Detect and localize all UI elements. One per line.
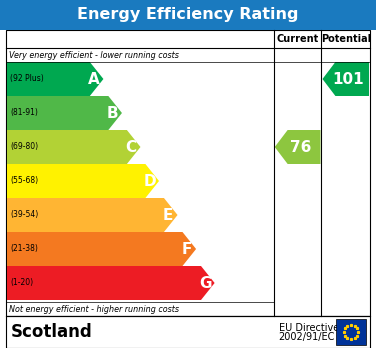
Text: 2002/91/EC: 2002/91/EC bbox=[279, 332, 335, 342]
Polygon shape bbox=[7, 130, 141, 164]
Polygon shape bbox=[275, 130, 320, 164]
Text: (21-38): (21-38) bbox=[10, 245, 38, 253]
Text: Not energy efficient - higher running costs: Not energy efficient - higher running co… bbox=[9, 304, 179, 314]
Polygon shape bbox=[7, 62, 103, 96]
Polygon shape bbox=[7, 232, 196, 266]
Text: E: E bbox=[163, 207, 173, 222]
Polygon shape bbox=[7, 164, 159, 198]
Text: A: A bbox=[88, 71, 100, 87]
Polygon shape bbox=[7, 96, 122, 130]
Polygon shape bbox=[7, 266, 215, 300]
Polygon shape bbox=[7, 198, 177, 232]
Bar bbox=[6, 316, 370, 348]
Text: (81-91): (81-91) bbox=[10, 109, 38, 118]
Text: (39-54): (39-54) bbox=[10, 211, 38, 220]
Text: Potential: Potential bbox=[321, 34, 371, 44]
Bar bbox=[0, 0, 376, 30]
Polygon shape bbox=[323, 62, 369, 96]
Text: B: B bbox=[107, 105, 118, 120]
Text: 76: 76 bbox=[290, 140, 311, 155]
Bar bbox=[336, 319, 366, 345]
Text: (55-68): (55-68) bbox=[10, 176, 38, 185]
Text: D: D bbox=[143, 174, 156, 189]
Text: Current: Current bbox=[276, 34, 319, 44]
Text: (92 Plus): (92 Plus) bbox=[10, 74, 44, 84]
Text: F: F bbox=[181, 242, 192, 256]
Text: EU Directive: EU Directive bbox=[279, 323, 339, 333]
Text: Energy Efficiency Rating: Energy Efficiency Rating bbox=[77, 8, 299, 23]
Text: (69-80): (69-80) bbox=[10, 142, 38, 151]
Text: 101: 101 bbox=[332, 71, 364, 87]
Text: (1-20): (1-20) bbox=[10, 278, 33, 287]
Bar bbox=[6, 30, 370, 316]
Text: Scotland: Scotland bbox=[11, 323, 93, 341]
Text: G: G bbox=[199, 276, 211, 291]
Text: Very energy efficient - lower running costs: Very energy efficient - lower running co… bbox=[9, 50, 179, 60]
Text: C: C bbox=[126, 140, 136, 155]
